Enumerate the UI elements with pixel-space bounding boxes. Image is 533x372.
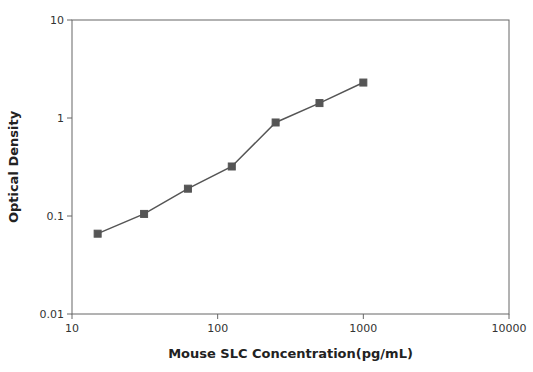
data-point <box>360 79 367 86</box>
y-tick <box>67 314 72 315</box>
data-point <box>272 119 279 126</box>
y-tick <box>67 20 72 21</box>
chart-container: 10 100 1000 10000 0.01 0.1 1 10 Mouse SLC Concen… <box>0 0 533 372</box>
y-tick-label: 1 <box>57 112 64 125</box>
y-tick-label: 0.1 <box>47 210 65 223</box>
x-tick <box>217 314 218 319</box>
y-axis-label: Optical Density <box>6 110 21 223</box>
y-tick <box>67 118 72 119</box>
x-tick <box>72 314 73 319</box>
data-line <box>98 83 364 234</box>
plot-frame <box>72 20 509 314</box>
background <box>0 0 533 372</box>
x-tick-label: 100 <box>207 322 228 335</box>
x-tick-label: 1000 <box>349 322 377 335</box>
x-tick <box>509 314 510 319</box>
data-point <box>228 163 235 170</box>
data-point <box>141 210 148 217</box>
x-tick-label: 10000 <box>492 322 527 335</box>
y-tick-label: 0.01 <box>40 308 65 321</box>
y-tick-label: 10 <box>50 14 64 27</box>
x-tick <box>363 314 364 319</box>
chart-svg: 10 100 1000 10000 0.01 0.1 1 10 Mouse SLC Concen… <box>0 0 533 372</box>
y-tick <box>67 216 72 217</box>
data-point <box>184 185 191 192</box>
x-axis-label: Mouse SLC Concentration(pg/mL) <box>168 346 413 361</box>
data-point <box>316 100 323 107</box>
plot-area <box>94 79 367 237</box>
data-point <box>94 230 101 237</box>
x-tick-label: 10 <box>65 322 79 335</box>
